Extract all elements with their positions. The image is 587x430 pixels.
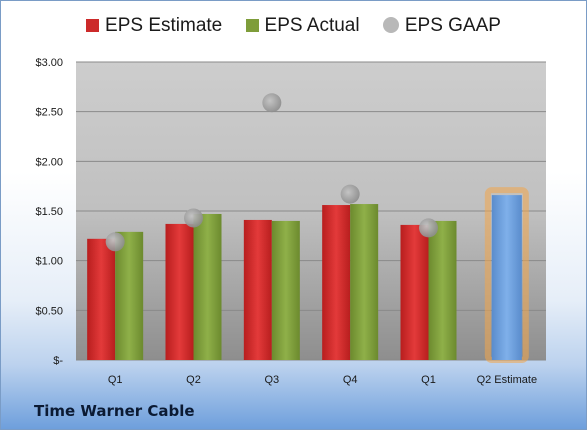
bar-eps-actual [115, 231, 144, 360]
point-eps-gaap [419, 218, 438, 238]
point-eps-gaap [105, 232, 125, 252]
legend-label-eps-gaap: EPS GAAP [404, 15, 501, 36]
x-tick-label: Q2 Estimate [477, 374, 538, 386]
bar-eps-estimate [322, 205, 351, 360]
y-tick-label: $0.50 [35, 305, 63, 317]
legend-label-eps-estimate: EPS Estimate [105, 15, 223, 36]
legend-label-eps-actual: EPS Actual [264, 15, 360, 36]
bar-eps-estimate [87, 238, 116, 360]
y-tick-label: $2.00 [35, 156, 63, 168]
bar-eps-actual [350, 204, 379, 360]
y-tick-label: $1.50 [35, 206, 63, 218]
bar-eps-actual [271, 220, 300, 360]
company-name: Time Warner Cable [34, 402, 195, 420]
y-tick-label: $- [53, 355, 63, 367]
bar-eps-estimate [243, 219, 272, 360]
y-tick-label: $2.50 [35, 107, 63, 119]
legend-swatch-eps-actual [245, 19, 259, 32]
point-eps-gaap [184, 208, 203, 228]
legend-item-eps-actual: EPS Actual [245, 15, 360, 37]
bar-eps-estimate-next [491, 195, 522, 360]
legend-item-eps-estimate: EPS Estimate [86, 15, 222, 37]
bar-eps-estimate [165, 223, 194, 360]
y-tick-label: $3.00 [35, 57, 63, 69]
x-tick-label: Q2 [186, 374, 201, 386]
chart-legend: EPS Estimate EPS Actual EPS GAAP [1, 15, 586, 37]
x-tick-label: Q4 [343, 374, 358, 386]
bar-eps-actual [428, 220, 457, 360]
bar-eps-actual [193, 213, 222, 360]
legend-swatch-eps-gaap [382, 17, 399, 33]
x-tick-label: Q3 [264, 374, 279, 386]
x-tick-label: Q1 [421, 374, 436, 386]
bar-eps-estimate [400, 224, 429, 360]
x-tick-label: Q1 [108, 374, 123, 386]
y-tick-label: $1.00 [35, 256, 63, 268]
legend-swatch-eps-estimate [86, 19, 100, 32]
legend-item-eps-gaap: EPS GAAP [382, 15, 501, 37]
point-eps-gaap [340, 184, 360, 204]
point-eps-gaap [262, 93, 282, 113]
